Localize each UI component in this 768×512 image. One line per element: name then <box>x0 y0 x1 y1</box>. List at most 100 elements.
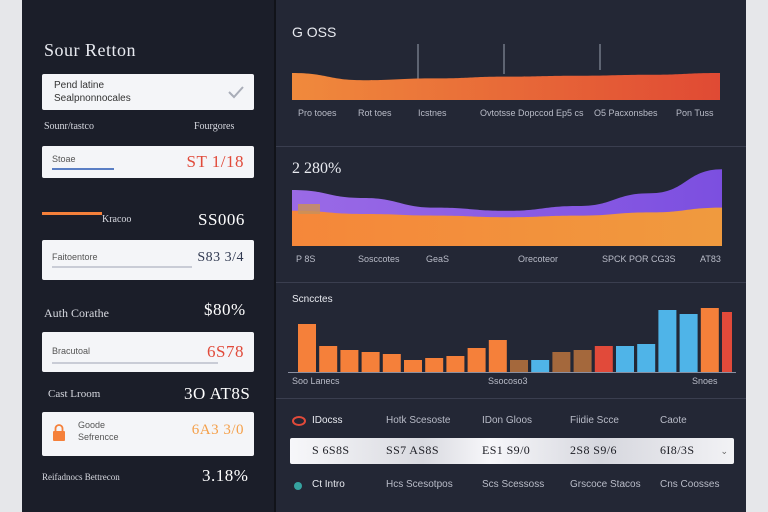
bar <box>446 356 465 372</box>
field-bracutoal[interactable]: Bracutoal 6S78 <box>42 332 254 372</box>
table-header-cell: Fiidie Scce <box>570 415 619 426</box>
mid-axis-label: GeaS <box>426 254 450 264</box>
bar <box>319 346 338 372</box>
row-reif-value: 3.18% <box>202 466 249 485</box>
table-header-cell: Caote <box>660 415 687 426</box>
table-header-cell: IDocss <box>312 415 343 426</box>
bar-baseline <box>288 372 736 373</box>
mid-axis-label: SPCK POR CG3S <box>602 254 676 264</box>
search-card-line1: Pend latine <box>54 80 105 91</box>
field-faitoentore-value: S83 3/4 <box>197 250 244 265</box>
row-cast-label: Cast Lroom <box>48 388 101 400</box>
panel-divider <box>276 282 746 283</box>
field-faitoentore[interactable]: Faitoentore S83 3/4 <box>42 240 254 280</box>
field-underline <box>52 168 114 170</box>
row-reif-label: Reifadnocs Bettrecon <box>42 472 120 482</box>
bar <box>700 308 719 372</box>
top-axis-labels: Pro tooes Rot toes Icstnes Ovtotsse Dopc… <box>292 108 722 120</box>
mid-axis-label: AT83 <box>700 254 721 264</box>
field-bracutoal-value: 6S78 <box>207 342 244 361</box>
app-window: Sour Retton Pend latine Sealpnonnocales … <box>22 0 746 512</box>
table-cell: Scs Scessoss <box>482 479 545 490</box>
row-kracoo-value: SS006 <box>198 210 245 229</box>
top-axis-label: O5 Pacxonsbes <box>594 108 658 118</box>
check-icon[interactable] <box>228 85 244 99</box>
search-card-line2: Sealpnonnocales <box>54 93 131 104</box>
row-kracoo-label: Kracoo <box>102 214 132 225</box>
row-auth-label: Auth Corathe <box>44 306 109 320</box>
bar-axis-label: Snoes <box>692 376 718 386</box>
panel-divider <box>276 398 746 399</box>
field-bracutoal-label: Bracutoal <box>52 346 91 356</box>
top-axis-label: Pro tooes <box>298 108 337 118</box>
bar <box>340 350 359 372</box>
row-status-dot <box>294 482 302 490</box>
bar-axis-label: Soo Lanecs <box>292 376 340 386</box>
row-cast-value: 3O AT8S <box>184 384 251 403</box>
bar <box>531 360 550 372</box>
table-header-cell: Hotk Scesoste <box>386 415 451 426</box>
mid-axis-labels: P 8S Sosccotes GeaS Orecoteor SPCK POR C… <box>292 254 722 266</box>
field-faitoentore-label: Faitoentore <box>52 252 98 262</box>
main-area: G OSS Pro tooes Rot toes Icstnes Ovtotss… <box>276 0 746 512</box>
field-goode-value: 6A3 3/0 <box>191 422 244 438</box>
row-expand-icon[interactable]: ⌄ <box>720 446 728 456</box>
divider <box>274 0 276 512</box>
mid-area-series-orange <box>292 207 722 246</box>
table-cell: 2S8 S9/6 <box>570 443 617 457</box>
bar <box>404 360 422 372</box>
bar <box>573 350 592 372</box>
field-stoae-label: Stoae <box>52 154 76 164</box>
field-stoae[interactable]: Stoae ST 1/18 <box>42 146 254 178</box>
bar <box>382 354 401 372</box>
search-card[interactable]: Pend latine Sealpnonnocales <box>42 74 254 110</box>
lock-icon <box>53 424 65 441</box>
top-area-chart <box>292 44 720 100</box>
bar <box>679 314 698 372</box>
mid-chart-value: 2 280% <box>292 160 342 177</box>
bar <box>467 348 486 372</box>
bar <box>552 352 571 372</box>
kracoo-dot <box>42 212 102 215</box>
panel-divider <box>276 146 746 147</box>
bar <box>425 358 444 372</box>
mid-axis-label: Sosccotes <box>358 254 400 264</box>
top-chart-title: G OSS <box>292 24 337 40</box>
mid-highlight-box <box>298 204 320 214</box>
table-cell: ES1 S9/0 <box>482 443 531 457</box>
bar <box>298 324 316 372</box>
table-cell: SS7 AS8S <box>386 443 439 457</box>
field-stoae-value: ST 1/18 <box>186 152 244 171</box>
table-cell: Hcs Scesotpos <box>386 479 453 490</box>
bar <box>722 312 732 372</box>
bar <box>616 346 634 372</box>
field-underline <box>52 362 218 364</box>
bar <box>637 344 656 372</box>
bar-axis-labels: Soo Lanecs Ssocoso3 Snoes <box>292 376 732 388</box>
field-goode-line2: Sefrencce <box>78 432 119 442</box>
section-header-left: Sounr/tastco <box>44 121 94 132</box>
bar-chart-title: Scncctes <box>292 294 333 305</box>
mid-axis-label: P 8S <box>296 254 316 264</box>
alert-icon <box>292 416 306 426</box>
sidebar: Sour Retton Pend latine Sealpnonnocales … <box>22 0 274 512</box>
bar <box>658 310 677 372</box>
mid-axis-label: Orecoteor <box>518 254 559 264</box>
table-header-cell: IDon Gloos <box>482 415 533 426</box>
bar <box>510 360 528 372</box>
bar <box>361 352 380 372</box>
top-area-series <box>292 73 720 100</box>
bar <box>488 340 507 372</box>
table-header: IDocss Hotk Scesoste IDon Gloos Fiidie S… <box>290 408 734 434</box>
table-cell: S 6S8S <box>312 443 350 457</box>
field-underline <box>52 266 192 268</box>
field-goode[interactable]: Goode Sefrencce 6A3 3/0 <box>42 412 254 456</box>
top-axis-label: Ovtotsse Dopccod Ep5 cs <box>480 108 584 118</box>
top-axis-label: Icstnes <box>418 108 447 118</box>
table-cell: Cns Coosses <box>660 479 720 490</box>
top-axis-label: Rot toes <box>358 108 392 118</box>
table-row[interactable]: Ct Intro Hcs Scesotpos Scs Scessoss Grsc… <box>290 472 734 498</box>
mid-area-chart <box>292 169 722 246</box>
table-row-selected[interactable]: S 6S8S SS7 AS8S ES1 S9/0 2S8 S9/6 6I8/3S… <box>290 438 734 464</box>
bar-axis-label: Ssocoso3 <box>488 376 528 386</box>
